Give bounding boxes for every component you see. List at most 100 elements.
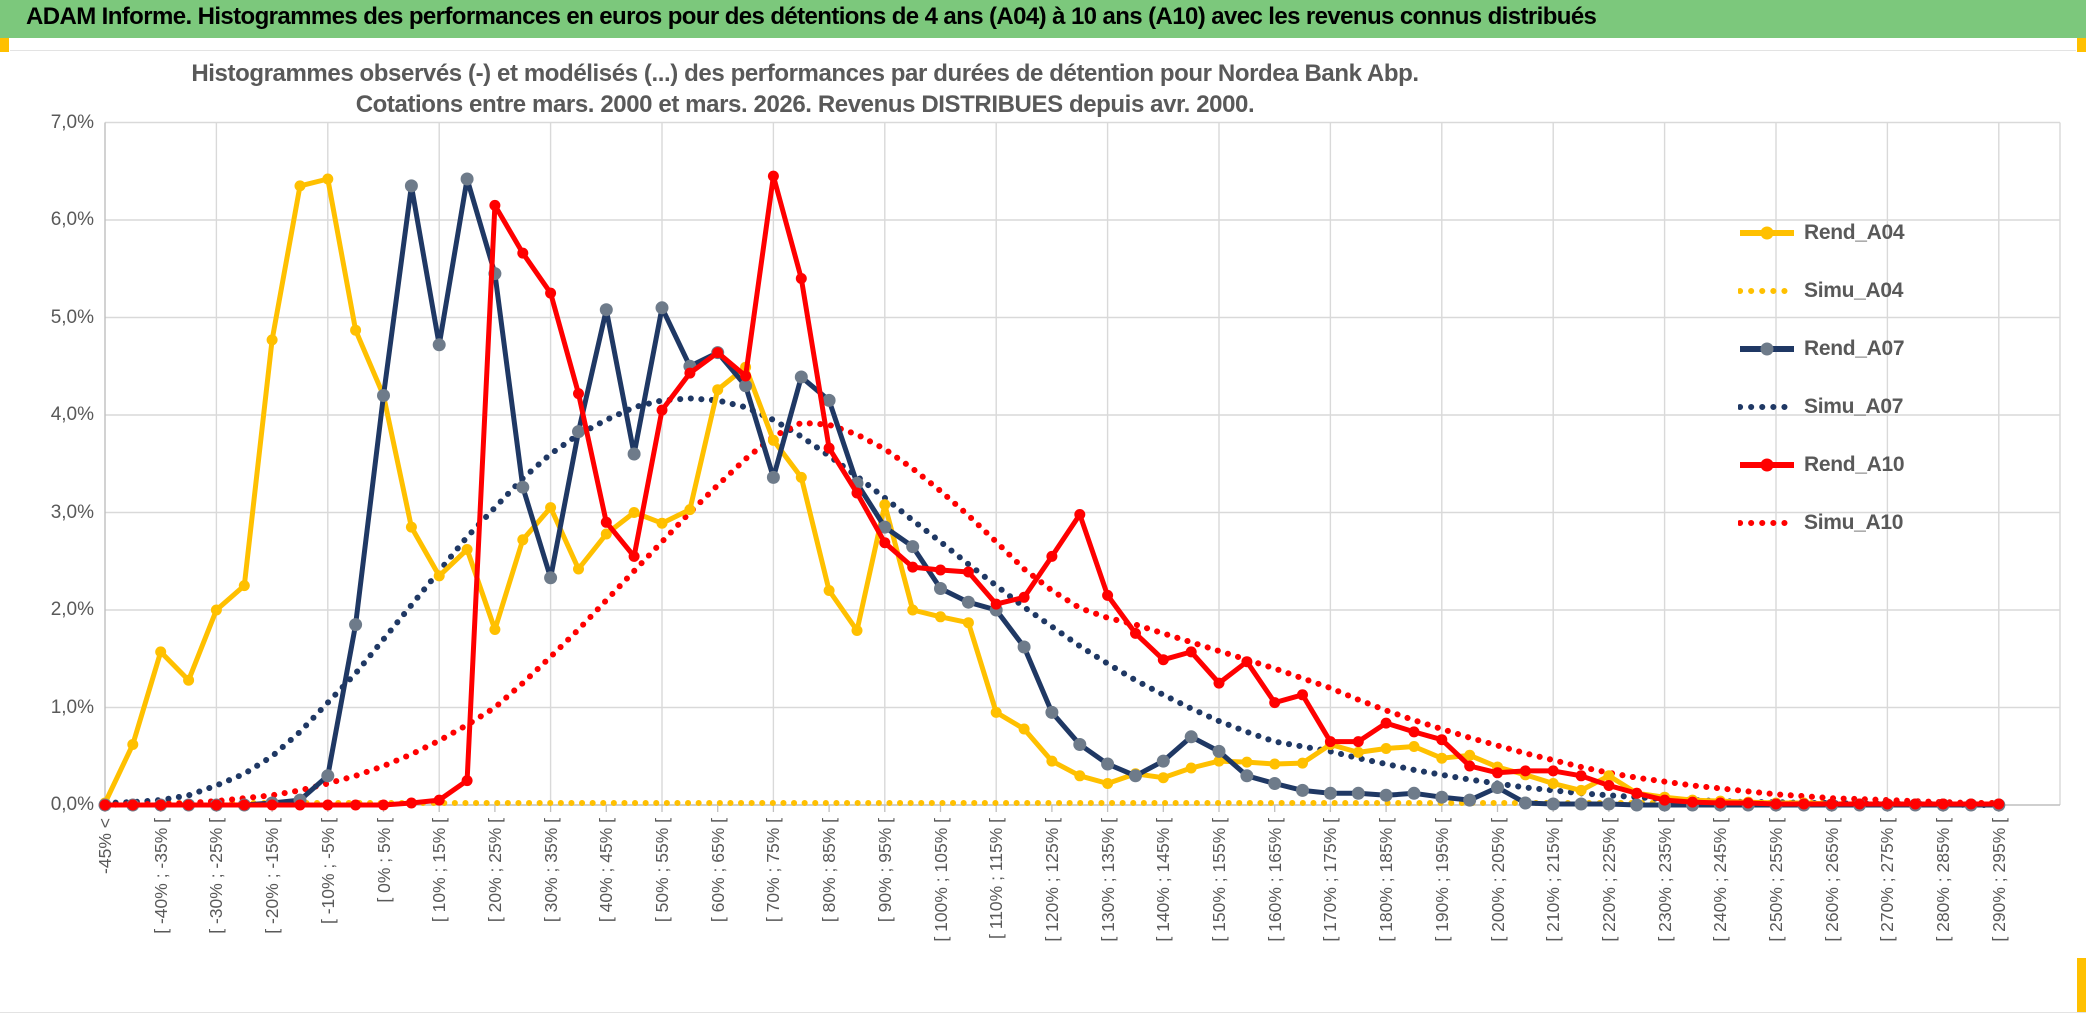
- x-axis-label: [ 20% ; 25% [: [484, 818, 505, 923]
- series-marker: [183, 799, 195, 811]
- y-axis-label: 5,0%: [50, 306, 94, 328]
- series-marker: [1464, 760, 1476, 772]
- series-marker: [1630, 798, 1644, 812]
- legend-item-rend-a07[interactable]: Rend_A07: [1738, 320, 2038, 378]
- y-axis-label: 3,0%: [50, 501, 94, 523]
- series-marker: [1574, 797, 1588, 811]
- y-axis-label: 7,0%: [50, 111, 94, 133]
- series-marker: [1212, 744, 1226, 758]
- x-axis-label: [ 80% ; 85% [: [819, 818, 840, 923]
- x-axis-label: [ 220% ; 225% [: [1598, 818, 1619, 942]
- x-axis-label: [ 70% ; 75% [: [763, 818, 784, 923]
- series-marker: [1129, 769, 1142, 783]
- series-marker: [1073, 738, 1087, 751]
- series-marker: [1240, 769, 1254, 783]
- series-marker: [1379, 788, 1393, 802]
- series-marker: [99, 799, 111, 811]
- gold-accent-right-bottom: [2077, 958, 2086, 1012]
- y-axis-label: 6,0%: [50, 209, 94, 230]
- series-marker: [1742, 797, 1754, 809]
- series-marker: [127, 739, 139, 750]
- series-marker: [600, 528, 612, 540]
- series-marker: [962, 566, 974, 578]
- series-marker: [656, 404, 668, 416]
- series-marker: [405, 797, 417, 809]
- series-marker: [822, 393, 836, 407]
- series-marker: [294, 799, 306, 811]
- series-marker: [1297, 757, 1308, 769]
- series-marker: [628, 550, 640, 562]
- series-marker: [127, 799, 139, 811]
- legend-line-sample-dotted-gold: [1737, 283, 1797, 299]
- series-marker: [1352, 736, 1364, 748]
- legend-item-simu-a07[interactable]: Simu_A07: [1737, 378, 2038, 436]
- series-marker: [851, 625, 863, 636]
- x-axis-label: [ 270% ; 275% [: [1877, 818, 1898, 942]
- series-marker: [1464, 749, 1476, 761]
- series-marker: [1269, 758, 1281, 770]
- series-marker: [1185, 646, 1197, 658]
- series-line-Simu_A10: [102, 419, 2002, 808]
- series-marker: [433, 794, 445, 806]
- series-marker: [1463, 793, 1477, 807]
- x-axis-label: [ 150% ; 155% [: [1209, 818, 1229, 942]
- series-marker: [1714, 797, 1726, 809]
- series-marker: [573, 388, 584, 400]
- series-marker: [1351, 786, 1365, 800]
- series-marker: [322, 799, 334, 811]
- x-axis-label: [ 10% ; 15% [: [429, 818, 450, 923]
- series-marker: [1018, 723, 1030, 735]
- x-axis-label: [ 90% ; 95% [: [874, 818, 895, 923]
- legend-line-sample-solid-navy: [1738, 341, 1796, 357]
- series-marker: [1603, 770, 1615, 782]
- series-marker: [1157, 654, 1169, 666]
- series-marker: [795, 273, 807, 284]
- series-marker: [1492, 767, 1503, 779]
- series-marker: [1017, 640, 1031, 654]
- x-axis-label: [ 290% ; 295% [: [1988, 818, 2009, 942]
- series-marker: [1491, 781, 1504, 794]
- x-axis-label: [ 250% ; 255% [: [1766, 818, 1786, 942]
- series-marker: [655, 301, 669, 315]
- series-marker: [1269, 697, 1281, 709]
- series-marker: [489, 624, 501, 635]
- series-marker: [1157, 772, 1169, 784]
- legend-item-simu-a10[interactable]: Simu_A10: [1737, 494, 2038, 552]
- series-marker: [1324, 736, 1336, 748]
- series-marker: [712, 384, 724, 396]
- series-marker: [851, 487, 863, 499]
- series-marker: [1436, 734, 1448, 746]
- legend-item-rend-a04[interactable]: Rend_A04: [1738, 204, 2038, 262]
- series-marker: [1436, 752, 1448, 764]
- series-line-Simu_A07: [102, 395, 2002, 808]
- series-marker: [1074, 770, 1086, 782]
- series-marker: [573, 563, 584, 575]
- series-marker: [238, 799, 250, 811]
- series-marker: [879, 499, 891, 511]
- series-marker: [795, 471, 807, 483]
- series-marker: [934, 582, 947, 595]
- series-marker: [461, 775, 473, 787]
- series-marker: [322, 173, 334, 185]
- series-marker: [155, 646, 167, 658]
- series-marker: [1102, 589, 1114, 601]
- series-marker: [1130, 627, 1141, 639]
- series-marker: [1101, 757, 1115, 771]
- series-marker: [572, 425, 585, 439]
- series-marker: [1018, 591, 1030, 603]
- legend-label: Rend_A07: [1804, 337, 1905, 360]
- series-marker: [1965, 798, 1977, 810]
- series-marker: [1241, 756, 1253, 768]
- legend-item-simu-a04[interactable]: Simu_A04: [1737, 262, 2038, 320]
- series-marker: [1518, 796, 1532, 810]
- x-axis-label: [ 100% ; 105% [: [930, 818, 951, 942]
- series-marker: [404, 179, 418, 193]
- legend-label: Simu_A10: [1804, 511, 1904, 534]
- series-marker: [432, 338, 446, 352]
- legend-item-rend-a10[interactable]: Rend_A10: [1738, 436, 2038, 494]
- x-axis-label: [ 0% ; 5% [: [373, 818, 394, 903]
- series-marker: [1184, 730, 1198, 744]
- series-marker: [1687, 796, 1698, 808]
- series-marker: [907, 561, 919, 573]
